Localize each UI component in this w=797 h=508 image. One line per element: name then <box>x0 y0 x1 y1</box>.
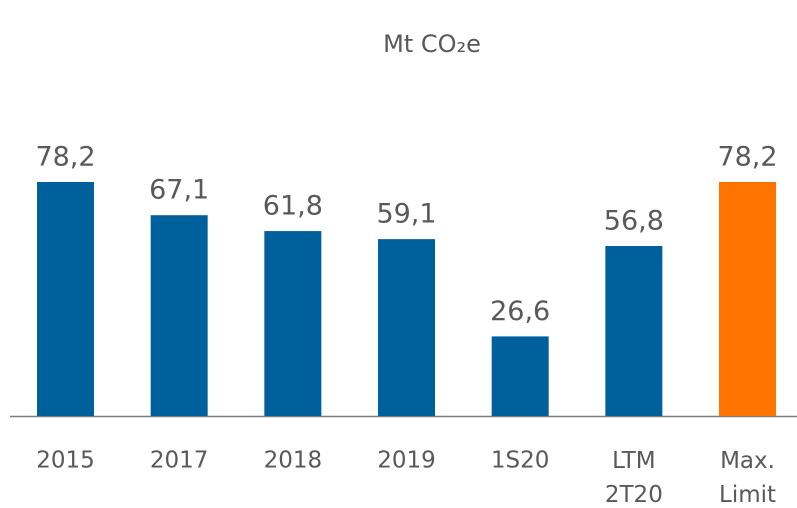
x-tick-label: Max. Limit <box>719 448 776 508</box>
x-tick-label: 1S20 <box>491 448 550 474</box>
bar <box>264 231 322 416</box>
bar <box>719 181 777 416</box>
bar <box>491 336 549 416</box>
bar <box>150 215 208 416</box>
value-label: 56,8 <box>604 206 664 237</box>
x-tick-label: 2015 <box>36 448 95 474</box>
value-label: 61,8 <box>263 191 323 222</box>
bar <box>378 239 436 416</box>
x-tick-label: 2018 <box>264 448 323 474</box>
x-tick-label: 2017 <box>150 448 209 474</box>
x-tick-label: 2019 <box>377 448 436 474</box>
value-label: 67,1 <box>149 175 209 206</box>
value-label: 59,1 <box>376 199 436 230</box>
chart-title: Mt CO₂e <box>383 30 481 58</box>
bar <box>37 181 95 416</box>
x-tick-label: LTM 2T20 <box>605 448 663 508</box>
value-label: 78,2 <box>35 141 95 172</box>
value-label: 26,6 <box>490 296 550 327</box>
value-label: 78,2 <box>717 141 777 172</box>
bar <box>605 246 663 416</box>
